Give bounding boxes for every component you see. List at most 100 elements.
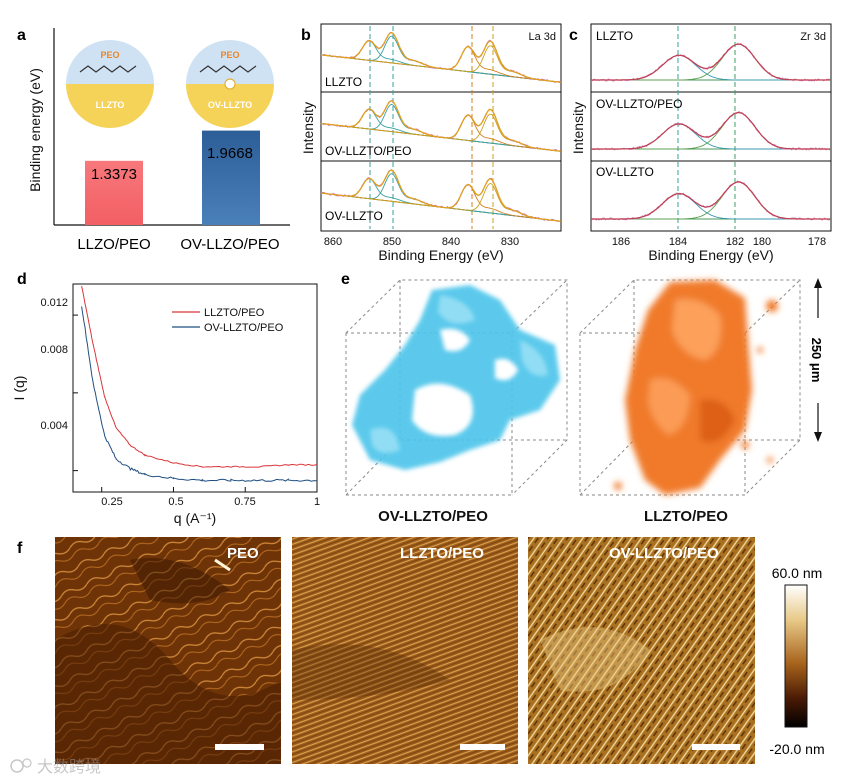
xtick-label: 0.25	[101, 496, 122, 508]
panel-d-xaxis-ticks: 0.25 0.5 0.75 1	[101, 496, 320, 508]
panel-b-xaxis-ticks: 860 850 840 830	[324, 236, 519, 248]
ytick-label: 0.012	[40, 297, 68, 309]
xtick-label: 186	[612, 236, 630, 248]
panel-c-subplot-label: OV-LLZTO	[596, 165, 654, 179]
xtick-label: 850	[383, 236, 401, 248]
panel-c: c Zr 3d LLZTO OV-LLZTO/PEO OV-LLZTO Inte…	[569, 23, 832, 263]
panel-c-ylabel: Intensity	[570, 102, 586, 154]
bar-llzo-peo	[85, 160, 143, 225]
raw-data-line	[590, 110, 831, 151]
interface-circle-ov-llzto: PEO OV-LLZTO	[186, 40, 274, 128]
afm-image-label: PEO	[227, 545, 259, 562]
xtick-label: 840	[442, 236, 460, 248]
panel-d-curves	[73, 285, 318, 492]
raw-data-line	[590, 180, 831, 221]
watermark: 大数跨境	[10, 757, 101, 776]
panel-d-yaxis-ticks: 0.012 0.008 0.004	[40, 297, 68, 432]
ov-llzto-holes	[412, 328, 518, 436]
envelope-line	[591, 43, 831, 81]
panel-c-element: Zr 3d	[800, 31, 826, 43]
panel-f: f PEO LLZTO/PEO OV-LLZTO/PEO 60.0 nm -20…	[17, 537, 825, 764]
panel-b-spectra	[320, 31, 562, 223]
llzto-3d-render	[614, 280, 778, 495]
xtick-label: 180	[753, 236, 771, 248]
panel-e-left-label: OV-LLZTO/PEO	[378, 508, 488, 525]
legend-label: OV-LLZTO/PEO	[204, 322, 284, 334]
raw-data-line	[590, 42, 831, 82]
panel-b-label: b	[301, 27, 311, 44]
legend-label: LLZTO/PEO	[204, 307, 265, 319]
watermark-text: 大数跨境	[37, 757, 101, 776]
panel-b-ylabel: Intensity	[300, 102, 316, 154]
panel-b: b La 3d LLZTO OV-LLZTO/PEO OV-LLZTO Inte…	[300, 23, 562, 263]
panel-b-subplot-label: OV-LLZTO	[325, 209, 383, 223]
panel-e: e	[341, 271, 824, 525]
arrow-down-icon	[814, 432, 822, 442]
scale-bar	[692, 744, 740, 750]
panel-c-frame	[590, 23, 832, 232]
panel-c-subplot-label: LLZTO	[596, 29, 633, 43]
bar2-category-label: OV-LLZO/PEO	[180, 236, 279, 253]
bar-ov-llzo-peo	[202, 130, 260, 225]
panel-d-legend: LLZTO/PEO OV-LLZTO/PEO	[172, 307, 284, 334]
afm-image-llzto-peo	[292, 537, 518, 764]
panel-a-label: a	[17, 27, 26, 44]
bar1-value-label: 1.3373	[91, 166, 137, 183]
panel-f-label: f	[17, 540, 23, 557]
xtick-label: 182	[726, 236, 744, 248]
xtick-label: 1	[314, 496, 320, 508]
afm-image-label: OV-LLZTO/PEO	[609, 545, 719, 562]
fit-component	[591, 112, 831, 150]
afm-image-label: LLZTO/PEO	[400, 545, 484, 562]
panel-e-scale: 250 μm	[809, 278, 824, 442]
panel-e-scale-label: 250 μm	[809, 338, 824, 383]
envelope-line	[320, 31, 561, 83]
panel-b-xlabel: Binding Energy (eV)	[378, 247, 503, 263]
xtick-label: 184	[669, 236, 687, 248]
interface-circle-llzto: PEO LLZTO	[66, 40, 154, 128]
panel-b-subplot-label: OV-LLZTO/PEO	[325, 144, 411, 158]
height-colorbar	[784, 584, 808, 728]
peo-chain-icon	[199, 65, 257, 73]
panel-d-ylabel: I (q)	[11, 376, 27, 401]
panel-a: a Binding energy (eV) PEO LLZTO PEO OV-L…	[17, 27, 290, 253]
panel-c-xaxis-ticks: 186 184 182 180 178	[612, 236, 826, 248]
ytick-label: 0.008	[40, 344, 68, 356]
afm-image-ov-llzto-peo	[528, 537, 755, 764]
bar1-category-label: LLZO/PEO	[77, 236, 150, 253]
circle1-top-label: PEO	[100, 50, 119, 60]
panel-e-label: e	[341, 271, 350, 288]
colorbar-min-label: -20.0 nm	[769, 741, 824, 757]
panel-d-frame	[72, 283, 318, 493]
panel-d-label: d	[17, 271, 27, 288]
envelope-line	[591, 112, 831, 150]
bar2-value-label: 1.9668	[207, 145, 253, 162]
colorbar-max-label: 60.0 nm	[772, 565, 823, 581]
xtick-label: 178	[808, 236, 826, 248]
envelope-line	[320, 169, 561, 222]
afm-image-peo	[55, 537, 281, 764]
panel-c-label: c	[569, 27, 578, 44]
xtick-label: 0.5	[168, 496, 183, 508]
arrow-up-icon	[814, 278, 822, 288]
circle2-bottom-label: OV-LLZTO	[208, 100, 252, 110]
circle2-top-label: PEO	[220, 50, 239, 60]
scale-bar	[460, 744, 505, 750]
panel-d: d 0.012 0.008 0.004 0.25 0.5 0.75 1 I (q…	[11, 271, 320, 526]
envelope-line	[591, 181, 831, 220]
panel-d-xlabel: q (A⁻¹)	[174, 510, 216, 526]
watermark-logo-icon	[10, 759, 24, 773]
panel-a-ylabel: Binding energy (eV)	[27, 68, 43, 192]
panel-c-xlabel: Binding Energy (eV)	[648, 247, 773, 263]
panel-c-subplot-label: OV-LLZTO/PEO	[596, 97, 682, 111]
xtick-label: 860	[324, 236, 342, 248]
envelope-line	[320, 100, 561, 152]
fit-component	[591, 181, 831, 220]
llzto-peo-line	[81, 285, 318, 468]
panel-b-subplot-label: LLZTO	[325, 75, 362, 89]
fit-component	[591, 43, 831, 81]
scale-bar	[215, 744, 264, 750]
vacancy-icon	[224, 78, 236, 90]
